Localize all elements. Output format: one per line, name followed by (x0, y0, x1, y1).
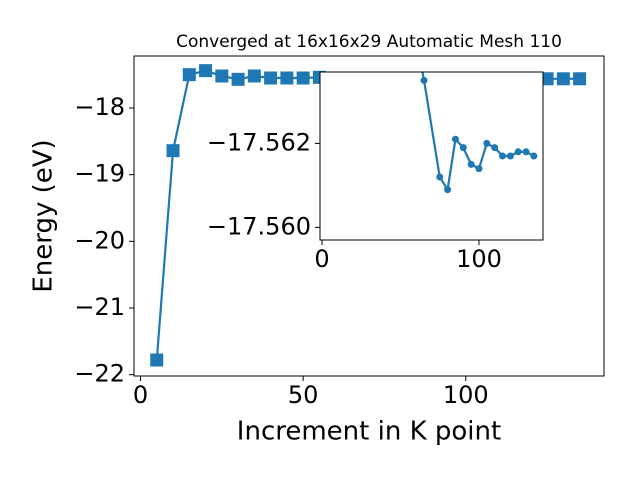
x-tick-label: 100 (443, 381, 489, 409)
marker (506, 152, 514, 160)
y-tick-label: −18 (74, 93, 125, 121)
marker (215, 69, 229, 83)
x-tick-label: 0 (314, 245, 329, 273)
marker (182, 68, 196, 82)
y-tick-label: −17.562 (207, 128, 311, 156)
marker (530, 152, 538, 160)
marker (436, 173, 444, 181)
marker (491, 144, 499, 152)
marker (296, 71, 310, 85)
marker (264, 71, 278, 85)
marker (199, 64, 213, 78)
marker (247, 69, 261, 83)
x-tick-label: 0 (133, 381, 148, 409)
y-axis-label: Energy (eV) (29, 139, 59, 292)
x-tick-label: 100 (456, 245, 502, 273)
axes-frame (319, 71, 544, 241)
marker (483, 139, 491, 147)
marker (556, 72, 570, 86)
x-tick-label: 50 (288, 381, 319, 409)
marker (166, 144, 180, 158)
marker (444, 186, 452, 194)
marker (420, 76, 428, 84)
marker (459, 144, 467, 152)
marker (231, 72, 245, 86)
marker (540, 72, 554, 86)
y-tick-label: −17.560 (207, 212, 311, 240)
marker (451, 135, 459, 143)
marker (522, 148, 530, 156)
plot (420, 72, 538, 194)
y-tick-label: −19 (74, 160, 125, 188)
marker (280, 71, 294, 85)
marker (467, 160, 475, 168)
marker (514, 148, 522, 156)
y-tick-label: −22 (74, 360, 125, 388)
y-tick-label: −21 (74, 293, 125, 321)
marker (499, 152, 507, 160)
y-tick-label: −20 (74, 226, 125, 254)
x-axis-label: Increment in K point (237, 417, 501, 447)
marker (573, 72, 587, 86)
chart-title: Converged at 16x16x29 Automatic Mesh 110 (176, 32, 562, 52)
axes-frame (133, 55, 605, 377)
marker (475, 165, 483, 173)
marker (150, 353, 164, 367)
